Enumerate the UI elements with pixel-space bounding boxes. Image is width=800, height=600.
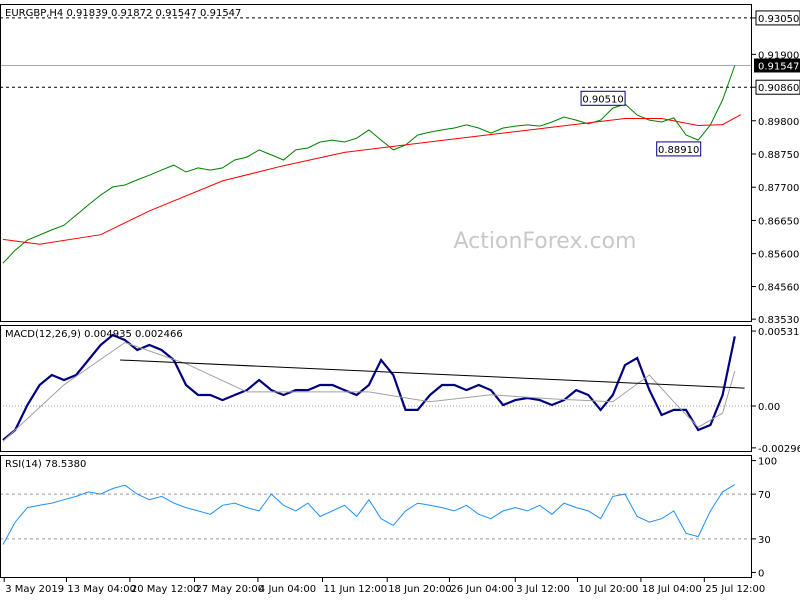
- x-tick-label: 20 May 12:00: [131, 584, 200, 595]
- annotation-label: 0.88910: [658, 145, 699, 156]
- y-tick-label: 0.86650: [758, 216, 799, 227]
- y-tick-label: 0: [758, 568, 764, 579]
- panel-border: [0, 4, 752, 322]
- panel-title: RSI(14) 78.5380: [5, 459, 86, 470]
- y-tick-label: 100: [758, 457, 777, 468]
- y-tick-label: 30: [758, 535, 771, 546]
- y-tick-label: 0.93050: [758, 14, 799, 25]
- annotation-box: [580, 90, 626, 106]
- y-tick-label: 0.91900: [758, 50, 799, 61]
- x-tick-label: 10 Jul 20:00: [578, 584, 638, 595]
- y-tick-label: 70: [758, 490, 771, 501]
- y-tick-label: 0.89800: [758, 117, 799, 128]
- y-tick-label: 0.87700: [758, 183, 799, 194]
- trend-line: [120, 359, 745, 389]
- watermark: ActionForex.com: [454, 229, 637, 254]
- annotation-label: 0.90510: [582, 94, 623, 105]
- series-line: [2, 333, 736, 441]
- annotation-box: [656, 141, 702, 157]
- x-tick-label: 18 Jun 20:00: [388, 584, 452, 595]
- panel-title: EURGBP,H4 0.91839 0.91872 0.91547 0.9154…: [5, 8, 241, 19]
- series-line: [2, 65, 736, 264]
- x-tick-label: 13 May 04:00: [67, 584, 136, 595]
- y-tick-label: -0.002967: [758, 444, 800, 455]
- y-tick-label: 0.88750: [758, 150, 799, 161]
- y-tick-label: 0.00: [758, 402, 780, 413]
- x-tick-label: 27 May 20:00: [195, 584, 264, 595]
- y-tick-label: 0.85600: [758, 250, 799, 261]
- x-tick-label: 11 Jun 12:00: [324, 584, 388, 595]
- tick-box: [755, 10, 800, 26]
- x-tick-label: 26 Jun 04:00: [450, 584, 514, 595]
- last-price-box: [754, 58, 800, 73]
- panel-title: MACD(12,26,9) 0.004935 0.002466: [5, 329, 183, 340]
- y-tick-label: 0.90860: [758, 83, 799, 94]
- tick-box: [755, 79, 800, 95]
- panel-border: [0, 325, 752, 452]
- series-line: [2, 341, 736, 442]
- last-price-label: 0.91547: [758, 61, 799, 72]
- x-tick-label: 3 May 2019: [5, 584, 64, 595]
- x-tick-label: 18 Jul 04:00: [642, 584, 702, 595]
- panel-border: [0, 455, 752, 578]
- series-line: [2, 484, 736, 545]
- x-tick-label: 4 Jun 04:00: [259, 584, 316, 595]
- series-line: [2, 114, 742, 245]
- x-tick-label: 25 Jul 12:00: [705, 584, 765, 595]
- y-tick-label: 0.83530: [758, 315, 799, 326]
- y-tick-label: 0.84560: [758, 283, 799, 294]
- x-tick-label: 3 Jul 12:00: [516, 584, 570, 595]
- y-tick-label: 0.005312: [758, 327, 800, 338]
